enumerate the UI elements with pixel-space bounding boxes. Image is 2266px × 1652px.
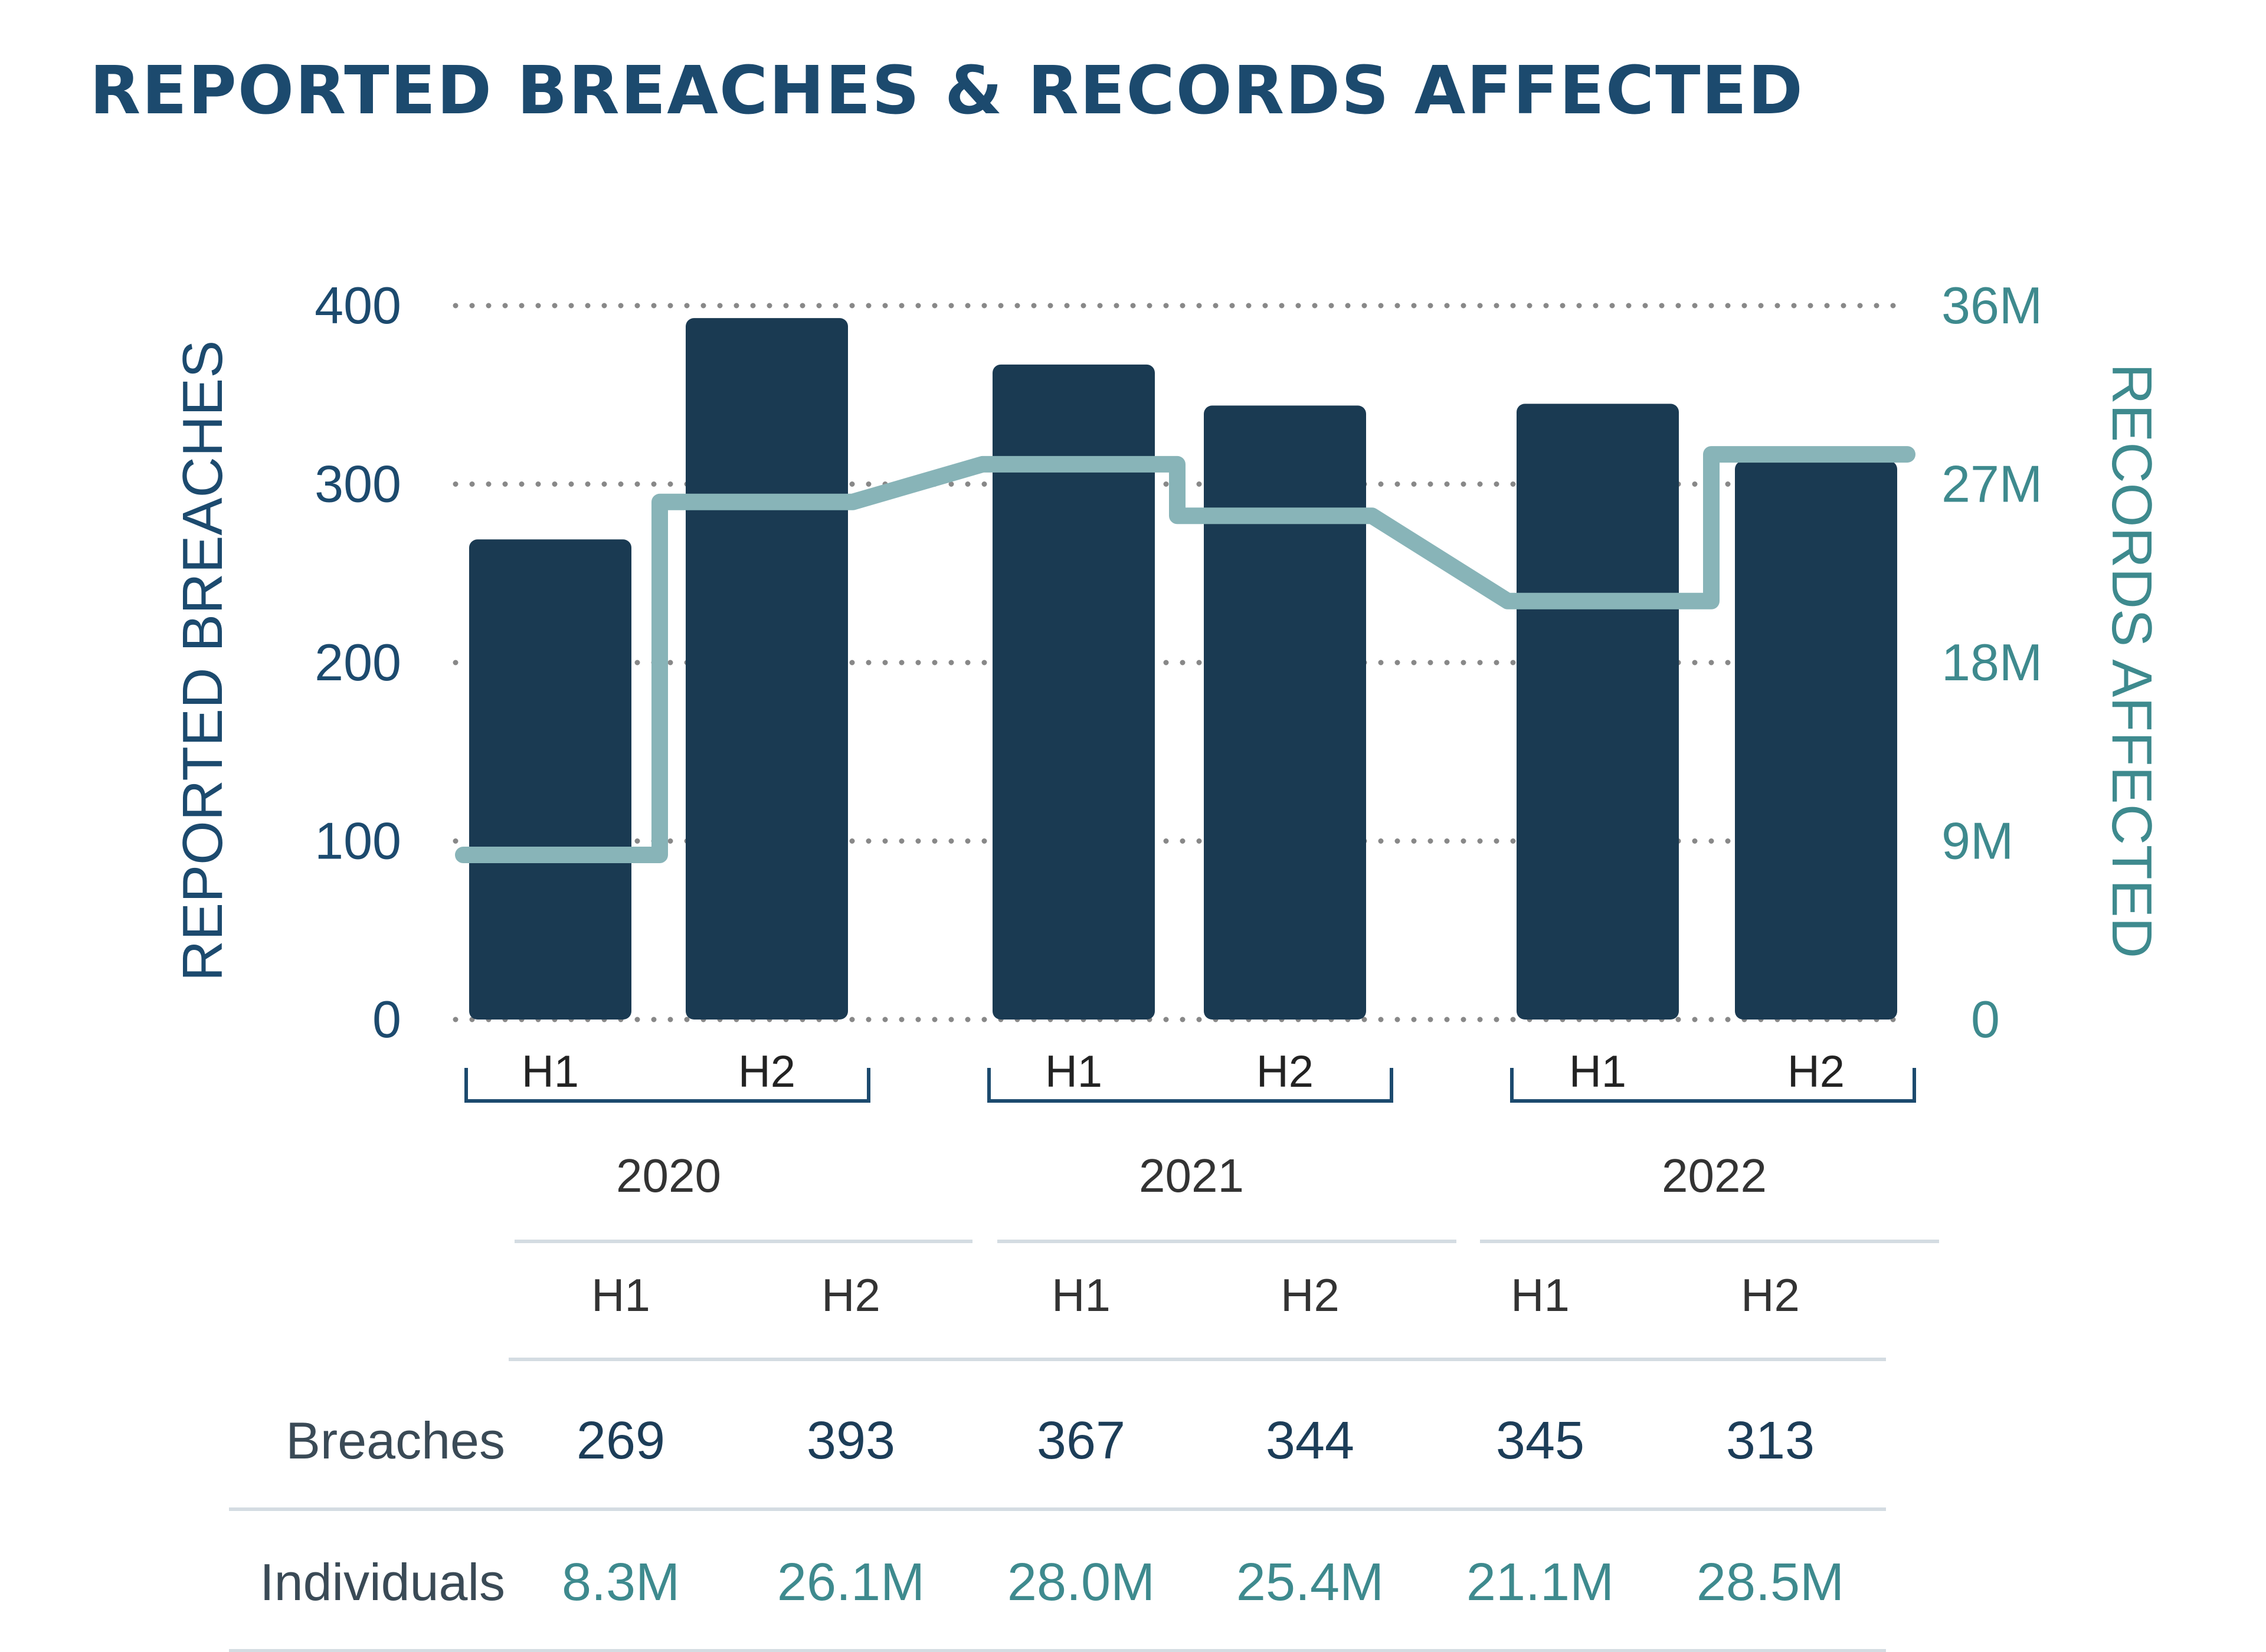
x-tick-label: H2	[1787, 1047, 1845, 1097]
y2-tick-label: 18M	[1941, 633, 2042, 691]
x-tick-label: H1	[1045, 1047, 1102, 1097]
x-tick-label: H1	[522, 1047, 579, 1097]
table-row-label: Breaches	[286, 1411, 505, 1470]
bar-2021-h2	[1204, 405, 1366, 1020]
x-group-label: 2021	[1139, 1149, 1244, 1202]
table-row-label: Individuals	[260, 1553, 505, 1611]
bar-2021-h1	[993, 364, 1155, 1020]
table-cell: 8.3M	[562, 1553, 680, 1612]
table-header-cell: H2	[1741, 1269, 1800, 1321]
table-cell: 367	[1037, 1411, 1125, 1470]
line-series	[455, 446, 1915, 864]
y2-tick-label: 9M	[1941, 812, 2013, 870]
x-group-bracket	[464, 1068, 870, 1103]
table-header-cell: H2	[821, 1269, 880, 1321]
table-cell: 313	[1726, 1411, 1815, 1470]
table-cell: 269	[577, 1411, 665, 1470]
x-tick-label: H2	[1256, 1047, 1314, 1097]
table-header-cell: H1	[1052, 1269, 1111, 1321]
x-tick-label: H2	[738, 1047, 795, 1097]
bar-series	[469, 318, 1897, 1020]
table-header-cell: H1	[1511, 1269, 1570, 1321]
x-group-bracket	[1510, 1068, 1916, 1103]
table-cell: 393	[807, 1411, 895, 1470]
y-axis-ticks: 0 100 200 300 400	[315, 276, 401, 1048]
y2-tick-label: 27M	[1941, 455, 2042, 513]
x-group-bracket	[987, 1068, 1393, 1103]
bar-2020-h1	[469, 539, 631, 1020]
chart-title: REPORTED BREACHES & RECORDS AFFECTED	[90, 53, 1804, 129]
table-cell: 345	[1496, 1411, 1584, 1470]
table-cell: 21.1M	[1466, 1553, 1614, 1612]
table-cell: 28.0M	[1007, 1553, 1155, 1612]
x-axis: H1 H2 2020 H1 H2 2021 H1 H2 2022	[464, 1047, 1916, 1202]
bar-2022-h2	[1735, 461, 1897, 1020]
table-header-cell: H1	[591, 1269, 650, 1321]
table-cell: 26.1M	[777, 1553, 925, 1612]
x-tick-label: H1	[1569, 1047, 1626, 1097]
table-row: Breaches 269 393 367 344 345 313	[286, 1411, 1815, 1470]
table-cell: 25.4M	[1236, 1553, 1384, 1612]
x-group-label: 2022	[1662, 1149, 1767, 1202]
y-tick-label: 200	[315, 633, 401, 691]
x-group-label: 2020	[616, 1149, 721, 1202]
bar-2022-h1	[1517, 404, 1679, 1020]
y2-tick-label: 36M	[1941, 276, 2042, 335]
y-tick-label: 300	[315, 455, 401, 513]
table-cell: 28.5M	[1697, 1553, 1844, 1612]
y-tick-label: 400	[315, 276, 401, 335]
y2-axis-label: RECORDS AFFECTED	[2100, 363, 2163, 958]
bar-2020-h2	[686, 318, 848, 1020]
data-table: H1 H2 H1 H2 H1 H2 Breaches 269 393 367 344 345 313 In…	[229, 1240, 1939, 1652]
records-affected-line	[455, 446, 1915, 864]
y-tick-label: 0	[372, 990, 401, 1048]
table-header-cell: H2	[1281, 1269, 1340, 1321]
table-row: Individuals 8.3M 26.1M 28.0M 25.4M 21.1M 28.5M	[260, 1553, 1844, 1612]
y-tick-label: 100	[315, 812, 401, 870]
y2-axis-ticks: 0 9M 18M 27M 36M	[1941, 276, 2042, 1048]
table-cell: 344	[1266, 1411, 1354, 1470]
grid-lines	[453, 303, 1910, 1022]
y2-tick-label: 0	[1971, 990, 2000, 1048]
y-axis-label: REPORTED BREACHES	[171, 340, 234, 981]
